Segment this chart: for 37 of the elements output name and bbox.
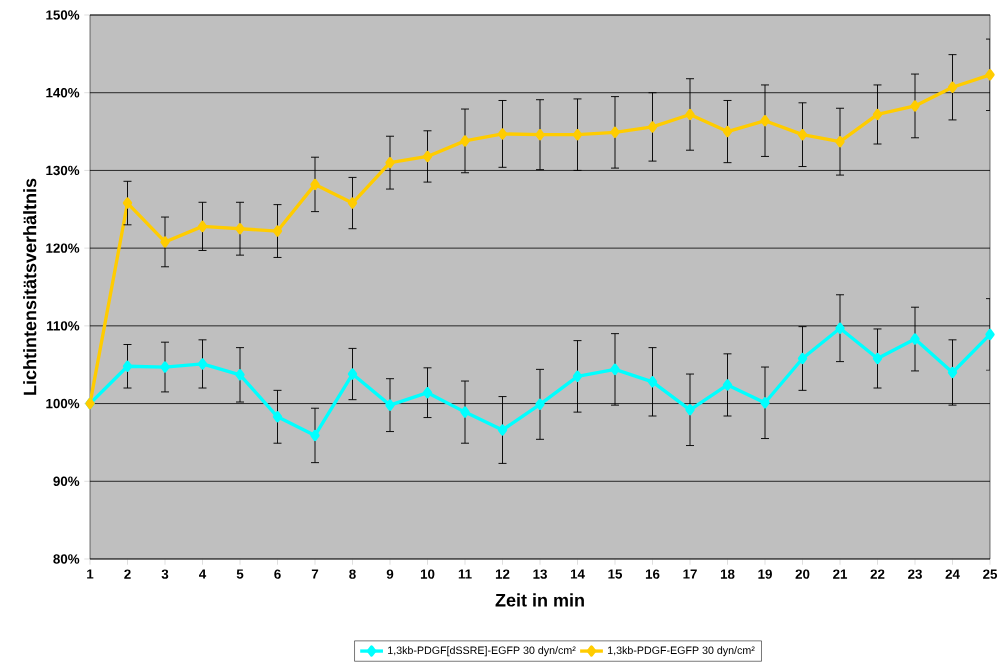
x-tick-label: 2 [124,569,131,579]
x-tick-label: 8 [349,569,356,579]
x-tick-label: 20 [795,569,810,579]
x-tick-label: 13 [533,569,547,579]
x-tick-label: 23 [908,569,922,579]
x-tick-label: 22 [870,569,885,579]
x-tick-label: 7 [311,569,319,579]
legend-label: 1,3kb-PDGF-EGFP 30 dyn/cm² [608,646,755,657]
x-tick-label: 19 [758,569,772,579]
x-tick-label: 21 [833,569,848,579]
y-tick-label: 130% [46,165,80,176]
y-tick-label: 100% [46,398,80,409]
x-tick-label: 17 [683,569,697,579]
legend-label: 1,3kb-PDGF[dSSRE]-EGFP 30 dyn/cm² [388,646,576,657]
x-tick-label: 4 [199,569,207,579]
y-tick-label: 140% [46,88,80,98]
x-tick-label: 11 [458,569,472,579]
x-tick-label: 16 [645,569,660,579]
x-tick-label: 15 [608,569,623,579]
x-tick-label: 9 [386,569,394,579]
x-tick-label: 5 [236,569,244,579]
y-axis-title: Lichtintensitätsverhältnis [23,178,37,395]
x-axis-title: Zeit in min [495,593,584,607]
y-tick-label: 90% [53,476,80,486]
x-tick-label: 14 [570,569,585,579]
x-tick-label: 10 [420,569,435,579]
y-tick-label: 150% [46,10,80,20]
y-tick-label: 120% [46,243,80,253]
x-tick-label: 6 [274,569,281,579]
x-tick-label: 24 [945,569,960,579]
x-tick-label: 25 [983,569,998,579]
x-tick-label: 1 [87,569,94,579]
x-tick-label: 12 [495,569,510,579]
x-tick-label: 3 [161,569,169,579]
y-tick-label: 80% [53,554,80,564]
y-tick-label: 110% [47,321,80,331]
x-tick-label: 18 [720,569,735,579]
